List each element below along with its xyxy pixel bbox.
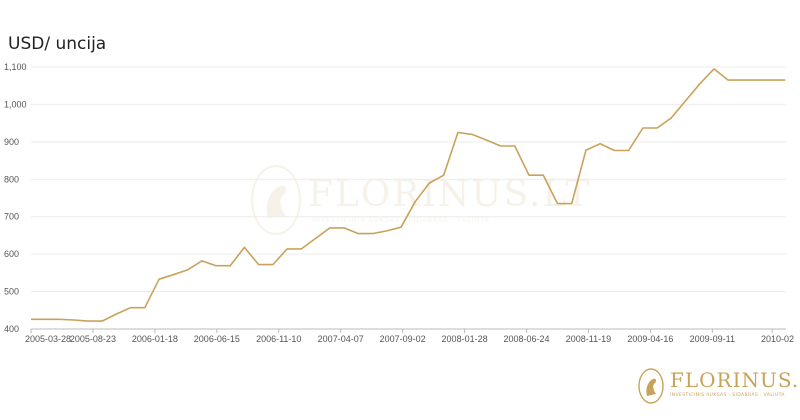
y-tick-label: 500 <box>4 287 19 297</box>
y-axis-ticks: 400 500 600 700 800 900 1,000 1,100 <box>4 62 27 334</box>
x-tick-label: 2007-09-02 <box>380 334 426 344</box>
x-tick-label: 2008-01-28 <box>442 334 488 344</box>
x-tick-label: 2005-03-28 <box>25 334 71 344</box>
bird-egg-icon <box>638 368 664 404</box>
x-tick-label: 2005-08-23 <box>70 334 116 344</box>
chart-title: USD/ uncija <box>8 34 107 54</box>
series-line <box>31 68 786 322</box>
y-tick-label: 900 <box>4 137 19 147</box>
brand-tagline: INVESTICINIS AUKSAS · SIDABRAS · VALIUTA <box>670 393 785 398</box>
x-tick-label: 2008-06-24 <box>503 334 549 344</box>
y-tick-label: 1,000 <box>4 99 27 109</box>
y-tick-label: 800 <box>4 174 19 184</box>
x-tick-label: 2006-06-15 <box>194 334 240 344</box>
brand-logo: FLORINUS.LT INVESTICINIS AUKSAS · SIDABR… <box>636 366 800 406</box>
x-tick-label: 2007-04-07 <box>318 334 364 344</box>
x-tick-label: 2010-02 <box>761 334 794 344</box>
x-tick-label: 2006-01-18 <box>132 334 178 344</box>
brand-name: FLORINUS.LT <box>670 368 800 392</box>
y-tick-label: 400 <box>4 324 19 334</box>
y-tick-label: 700 <box>4 212 19 222</box>
grid-lines <box>31 66 786 293</box>
x-tick-label: 2006-11-10 <box>256 334 301 344</box>
x-tick-label: 2009-09-11 <box>690 334 735 344</box>
y-tick-label: 600 <box>4 249 19 259</box>
x-tick-label: 2009-04-16 <box>627 334 673 344</box>
x-tick-label: 2008-11-19 <box>566 334 611 344</box>
y-tick-label: 1,100 <box>4 62 27 72</box>
